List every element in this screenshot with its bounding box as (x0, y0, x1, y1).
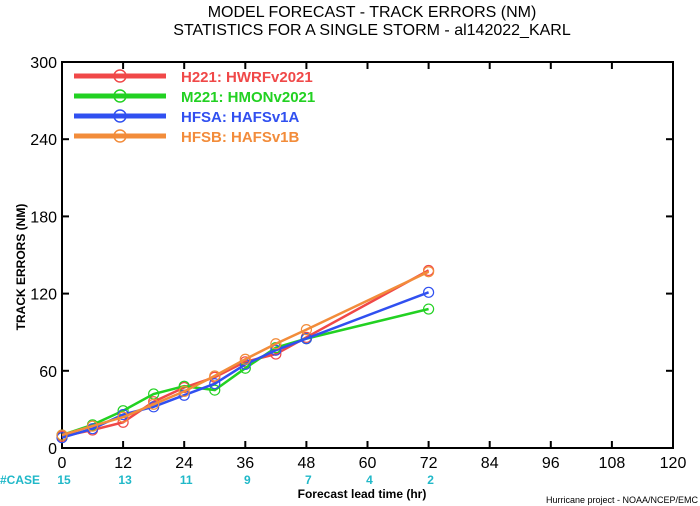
chart-subtitle: STATISTICS FOR A SINGLE STORM - al142022… (173, 22, 571, 39)
series-3-point-1 (86, 420, 99, 432)
x-tick-label-7: 84 (481, 455, 499, 472)
series-3-point-3 (148, 398, 160, 410)
series-3-point-2 (117, 411, 129, 423)
x-tick-label-2: 24 (175, 455, 193, 472)
series-3-point-4 (178, 385, 190, 397)
series-2-point-5 (209, 378, 221, 390)
legend-label-3: HFSB: HAFSv1B (181, 129, 300, 146)
series-1-point-9 (423, 303, 435, 315)
x-tick-label-4: 48 (298, 455, 316, 472)
series-line-3 (61, 270, 430, 437)
case-count-5: 4 (366, 473, 373, 487)
series-2-point-0 (56, 432, 68, 444)
case-count-2: 11 (180, 473, 193, 487)
plot-area: 0 12 24 36 48 60 72 84 96 108 12006012018024030015… (30, 55, 686, 487)
legend-marker-2 (113, 109, 127, 123)
y-tick-label-0: 0 (48, 441, 57, 458)
case-count-4: 7 (305, 473, 312, 487)
series-3-point-7 (270, 338, 282, 350)
x-axis-label: Forecast lead time (hr) (298, 487, 427, 501)
footer-credit: Hurricane project - NOAA/NCEP/EMC (546, 495, 699, 505)
case-count-3: 9 (244, 473, 251, 487)
x-tick-label-0: 0 (58, 455, 67, 472)
series-2-point-9 (423, 286, 435, 298)
case-count-6: 2 (427, 473, 434, 487)
legend-marker-1 (113, 89, 127, 103)
x-tick-label-1: 12 (114, 455, 132, 472)
x-tick-label-3: 36 (236, 455, 254, 472)
series-3-point-9 (423, 266, 435, 278)
series-3-point-6 (239, 353, 251, 365)
y-axis-label: TRACK ERRORS (NM) (14, 204, 28, 331)
legend-label-2: HFSA: HAFSv1A (181, 109, 300, 126)
series-line-2 (61, 291, 430, 439)
legend-label-0: H221: HWRFv2021 (181, 69, 313, 86)
y-tick-label-2: 120 (30, 287, 57, 304)
y-tick-label-4: 240 (30, 132, 57, 149)
legend-marker-3 (113, 129, 127, 143)
y-tick-label-3: 180 (30, 209, 57, 226)
series-3-point-8 (300, 324, 312, 336)
cases-label: #CASE (0, 473, 40, 487)
y-tick-label-5: 300 (30, 55, 57, 72)
legend-label-1: M221: HMONv2021 (181, 89, 315, 106)
series-line-0 (61, 269, 430, 438)
y-tick-label-1: 60 (39, 364, 57, 381)
case-count-0: 15 (57, 473, 71, 487)
x-tick-label-5: 60 (359, 455, 377, 472)
series-3-point-0 (56, 429, 68, 441)
x-tick-label-10: 120 (660, 455, 687, 472)
case-count-1: 13 (118, 473, 132, 487)
x-tick-label-8: 96 (542, 455, 560, 472)
series-1-point-5 (209, 384, 221, 396)
legend-marker-0 (113, 69, 127, 83)
series-3-point-5 (209, 370, 221, 382)
x-tick-label-6: 72 (420, 455, 438, 472)
plot-frame (61, 61, 674, 449)
series-2-point-8 (300, 333, 312, 345)
x-tick-label-9: 108 (599, 455, 626, 472)
chart-title: MODEL FORECAST - TRACK ERRORS (NM) (208, 4, 537, 21)
